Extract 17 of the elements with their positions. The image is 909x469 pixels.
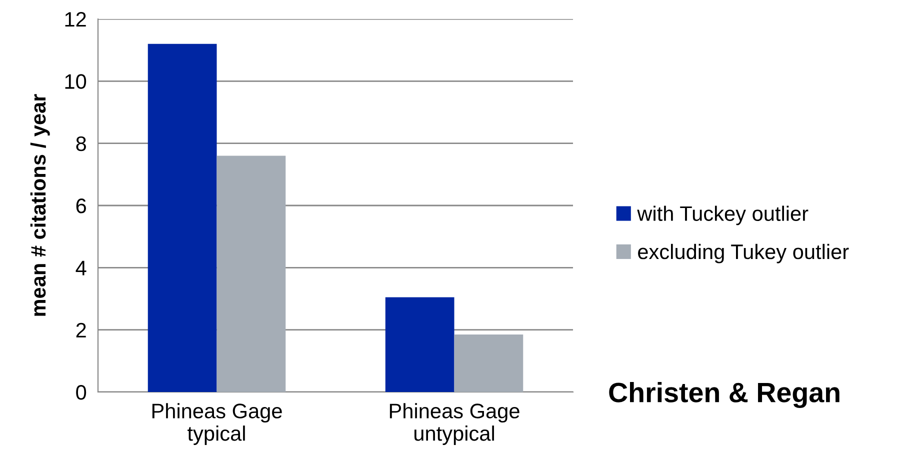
y-tick-label: 8: [76, 136, 86, 152]
y-tick-label: 12: [65, 12, 86, 27]
x-tick-label: Phineas Gage typical: [152, 403, 282, 445]
y-tick-label: 10: [65, 74, 86, 89]
bar: [216, 156, 286, 392]
y-tick-label: 2: [76, 322, 86, 338]
y-tick-label: 4: [76, 260, 86, 276]
bar: [385, 297, 454, 392]
bar: [454, 334, 524, 392]
y-tick-label: 6: [76, 198, 86, 214]
text: Christen & Regan: [609, 382, 840, 408]
legend-label: with Tuckey outlier: [637, 206, 808, 226]
legend-label: excluding Tukey outlier: [638, 244, 849, 264]
x-tick-label: Phineas Gage untypical: [390, 403, 520, 445]
y-axis-title: mean # citations / year: [30, 94, 50, 316]
y-tick-label: 0: [76, 385, 86, 400]
bar: [148, 44, 217, 392]
